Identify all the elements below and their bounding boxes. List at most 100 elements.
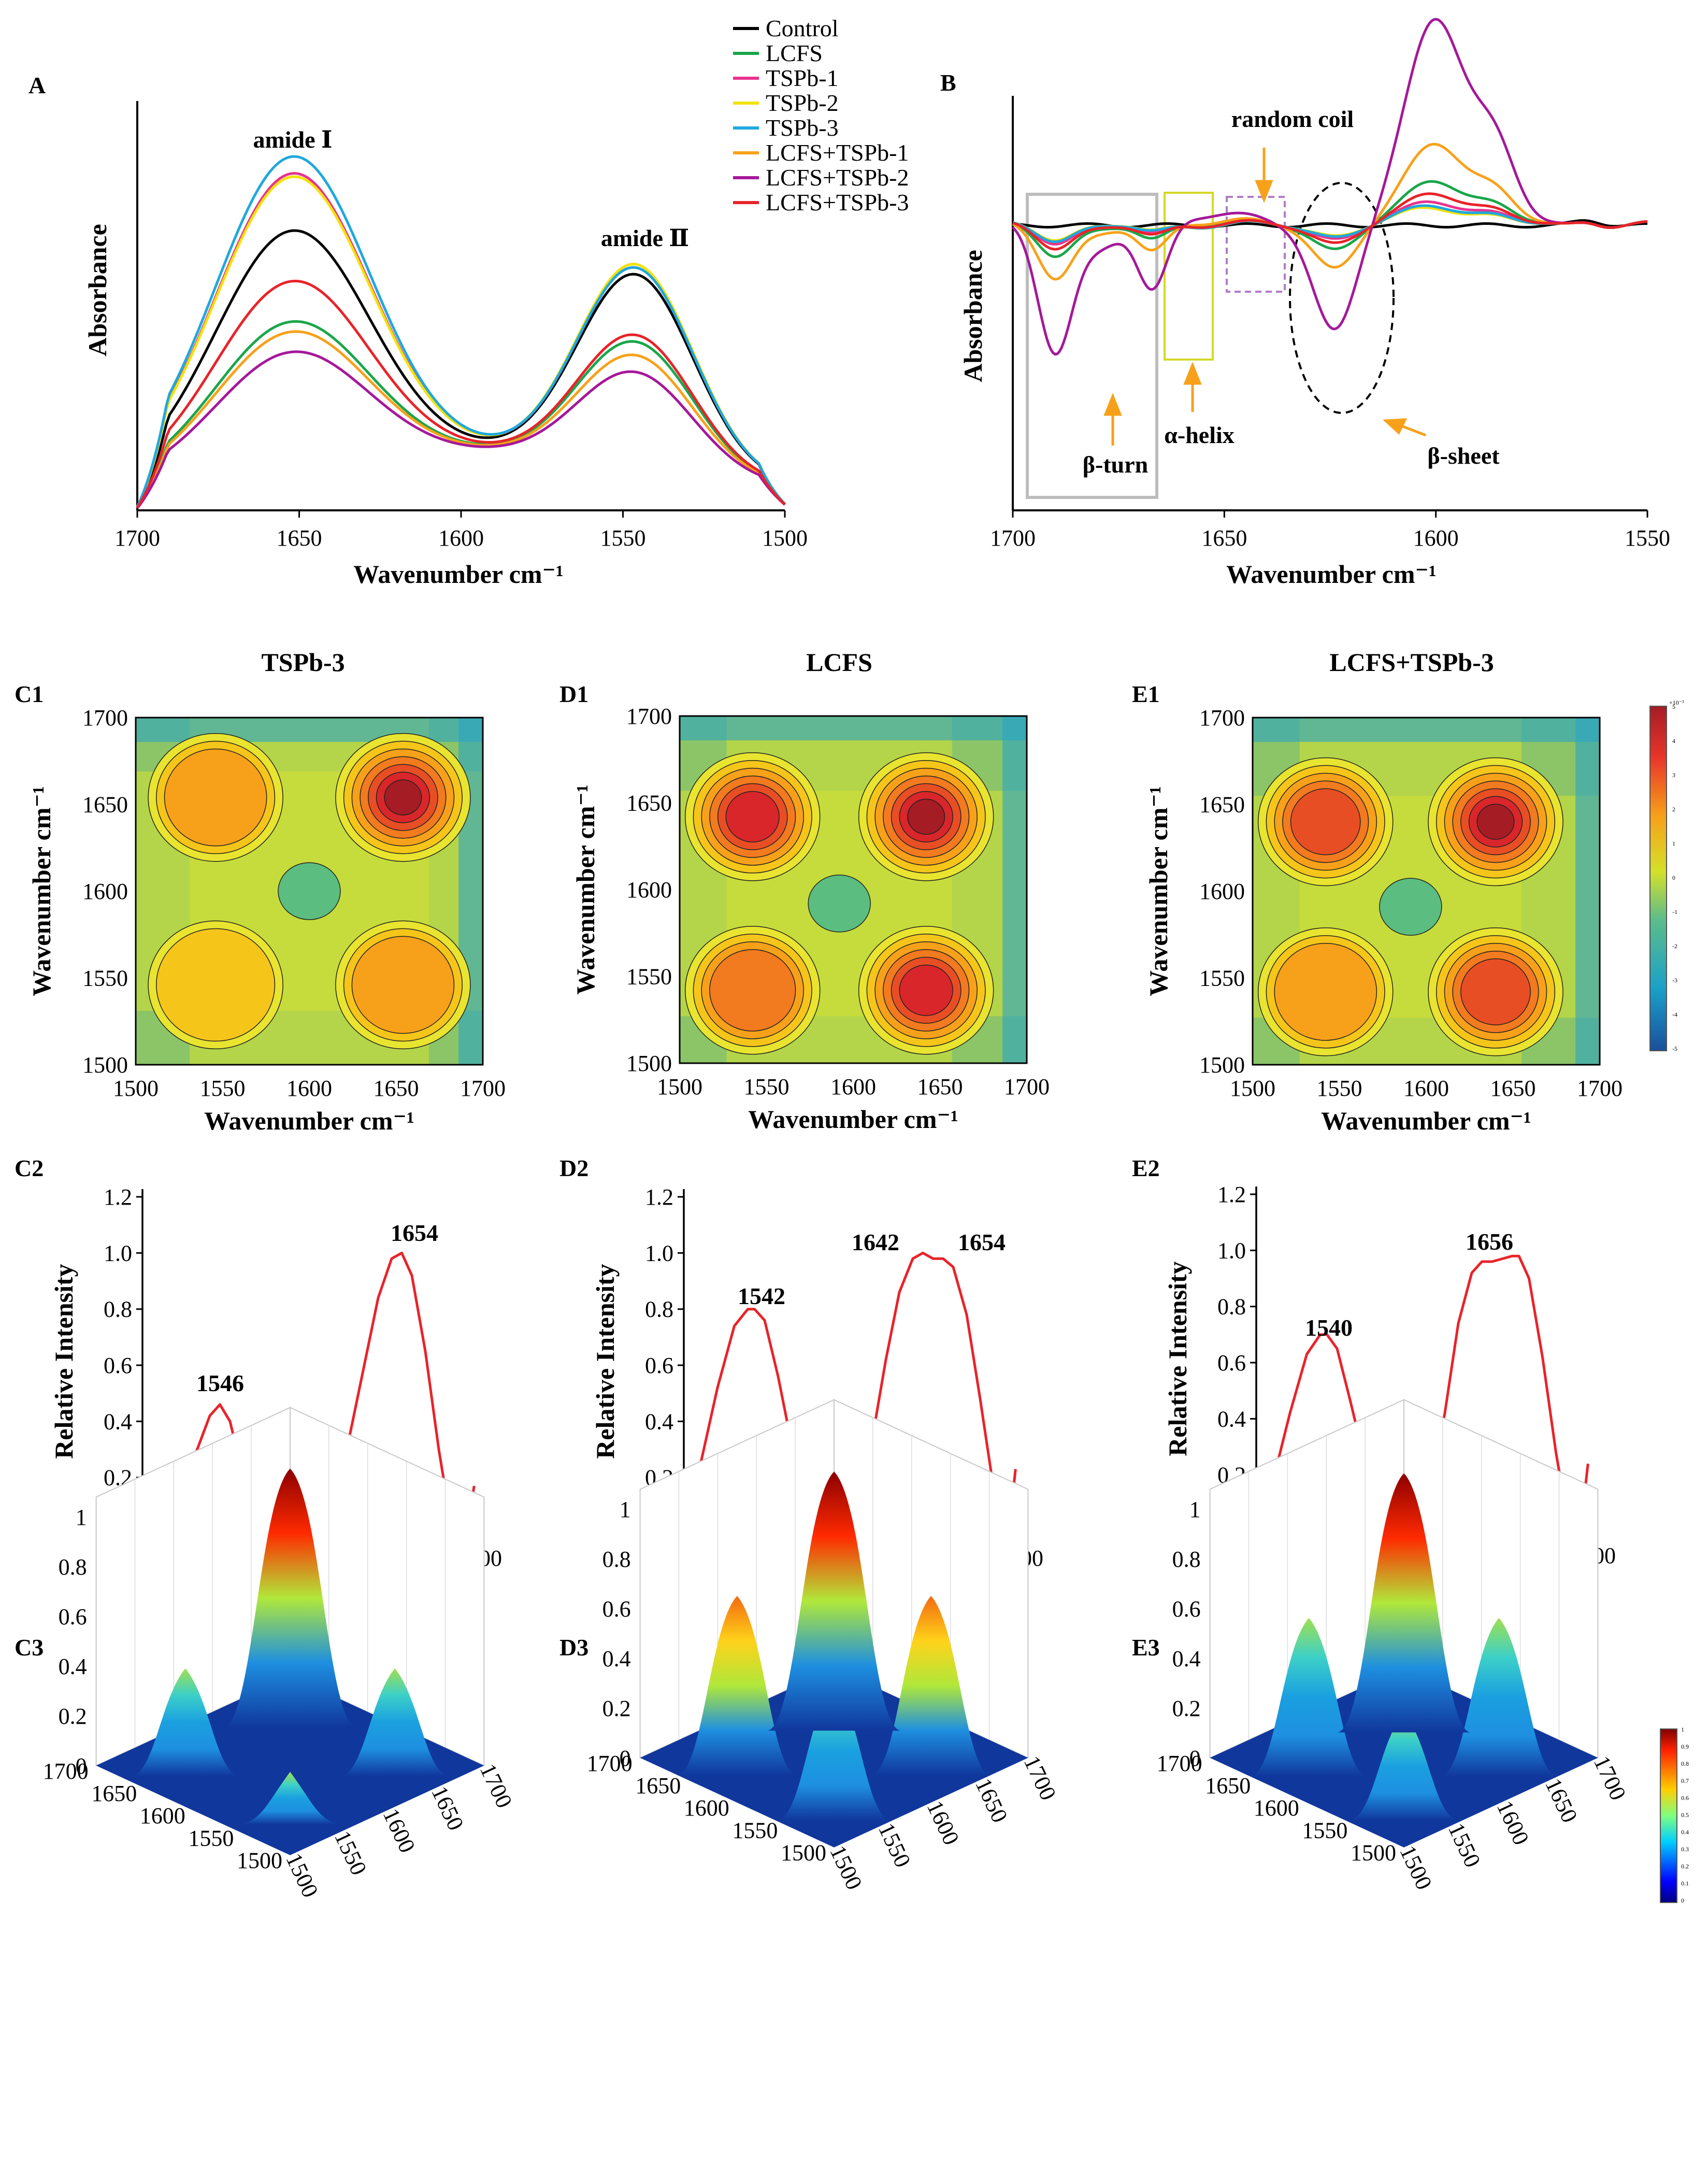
series-line-lcfs_tspb1	[136, 330, 786, 509]
beta-sheet-arrow	[1382, 418, 1426, 437]
z-tick-label: 0.8	[602, 1547, 631, 1572]
title-e: LCFS+TSPb-3	[1329, 648, 1494, 677]
panel-label-c1: C1	[15, 681, 44, 707]
x-tick-label: 1550	[744, 1074, 790, 1099]
legend-label-lcfs_tspb1: LCFS+TSPb-1	[766, 139, 909, 166]
y-tick-label: 0.8	[645, 1297, 673, 1322]
colorbar-3d-tick: 0.5	[1681, 1811, 1689, 1819]
panel-a: A 1700 1650 1600 1550 1500 Wavenumber cm⁻¹ A…	[28, 72, 808, 589]
left-axis-tick: 1700	[587, 1751, 633, 1776]
right-axis-tick: 1500	[281, 1849, 323, 1901]
left-axis-tick: 1550	[188, 1825, 234, 1851]
panel-e1: 1500 1550 1600 1650 1700 1700 1650 1600 1550 1500…	[1144, 705, 1623, 1135]
right-axis-tick: 1600	[1492, 1797, 1534, 1849]
right-axis-tick: 1600	[922, 1797, 965, 1849]
y-tick-label: 1700	[626, 704, 672, 729]
surface-peak	[224, 1468, 356, 1728]
y-tick-label: 0.6	[104, 1353, 132, 1378]
legend-label-control: Control	[766, 15, 839, 41]
contour-frame	[1252, 717, 1601, 1066]
y-tick-label: 1.2	[104, 1184, 132, 1210]
alpha-helix-box	[1164, 192, 1214, 361]
right-axis-tick: 1550	[1443, 1819, 1486, 1871]
panel-b-ylabel: Absorbance	[958, 250, 987, 382]
colorbar-3d-tick: 1	[1681, 1726, 1684, 1733]
beta-sheet-label: β-sheet	[1427, 442, 1500, 469]
peak-label: 1542	[738, 1283, 785, 1309]
surface-peak	[768, 1471, 900, 1731]
beta-sheet-ellipse	[1289, 182, 1395, 414]
contour-level	[725, 791, 780, 842]
legend: ControlLCFSTSPb-1TSPb-2TSPb-3LCFS+TSPb-1…	[733, 15, 909, 216]
surface-peak	[241, 1771, 339, 1825]
left-axis-tick: 1650	[91, 1781, 137, 1806]
peak-label: 1546	[196, 1370, 244, 1396]
x-tick-label: 1700	[460, 1076, 506, 1101]
legend-label-lcfs_tspb3: LCFS+TSPb-3	[766, 189, 909, 216]
x-tick-label: 1550	[1317, 1076, 1362, 1101]
left-axis-tick: 1500	[781, 1840, 826, 1866]
y-tick-label: 1600	[82, 879, 128, 904]
beta-turn-label: β-turn	[1083, 451, 1148, 478]
z-tick-label: 1	[76, 1505, 87, 1530]
beta-turn-box	[1026, 193, 1158, 499]
left-axis-tick: 1650	[1205, 1773, 1251, 1798]
legend-label-lcfs_tspb2: LCFS+TSPb-2	[766, 164, 909, 191]
contour-valley	[1379, 878, 1442, 936]
y-axis-label: Relative Intensity	[591, 1264, 620, 1459]
y-tick-label: 0.6	[1217, 1350, 1246, 1376]
y-tick-label: 1550	[1199, 966, 1245, 991]
surface-peak	[871, 1596, 991, 1776]
surface-peak	[778, 1682, 891, 1821]
left-axis-tick: 1650	[635, 1773, 681, 1798]
contour-edge	[1253, 718, 1600, 742]
colorbar-3d-tick: 0.1	[1681, 1880, 1689, 1887]
surface-peak	[677, 1596, 797, 1776]
colorbar-2d-tick: -1	[1672, 908, 1677, 916]
peak-label: 1642	[852, 1229, 899, 1255]
colorbar-3d: 1 0.9 0.8 0.7 0.6 0.5 0.4 0.3 0.2 0.1 0	[1660, 1726, 1689, 1904]
z-tick-label: 0	[1189, 1746, 1201, 1771]
x-tick-label: 1650	[1201, 525, 1247, 551]
right-axis-tick: 1700	[1019, 1752, 1061, 1804]
colorbar-2d-tick: 0	[1672, 874, 1675, 881]
series-line-lcfs_tspb3	[1012, 192, 1648, 251]
series-line-lcfs_tspb2	[136, 350, 786, 509]
colorbar-3d-tick: 0.3	[1681, 1846, 1689, 1853]
contour-edge	[680, 716, 1027, 740]
y-tick-label: 1500	[626, 1051, 672, 1076]
x-tick-label: 1650	[374, 1076, 419, 1101]
contour-edge	[1575, 718, 1600, 1065]
z-tick-label: 0.2	[59, 1704, 87, 1729]
x-tick-label: 1700	[990, 525, 1036, 551]
panel-label-d3: D3	[559, 1634, 589, 1661]
x-axis-label: Wavenumber cm⁻¹	[748, 1105, 958, 1134]
left-axis-tick: 1500	[1351, 1840, 1396, 1866]
x-tick-label: 1700	[1577, 1076, 1623, 1101]
legend-label-tspb1: TSPb-1	[766, 65, 839, 91]
panel-b-series	[1012, 18, 1648, 356]
panel-label-d2: D2	[559, 1155, 589, 1181]
y-tick-label: 0.4	[1217, 1406, 1246, 1432]
x-tick-label: 1600	[1413, 525, 1459, 551]
panel-label-b: B	[940, 69, 956, 96]
peak-label: 1654	[391, 1220, 438, 1246]
z-tick-label: 0.2	[602, 1696, 631, 1721]
right-axis-tick: 1500	[825, 1841, 867, 1893]
series-line-lcfs_tspb3	[136, 279, 786, 509]
panel-label-e3: E3	[1132, 1634, 1160, 1661]
alpha-helix-arrow	[1183, 362, 1202, 412]
surface-peak	[1251, 1618, 1367, 1777]
surface-peak	[1350, 1712, 1458, 1821]
panel-b-region-boxes	[1026, 182, 1395, 499]
z-tick-label: 0.4	[1172, 1646, 1201, 1671]
right-axis-tick: 1550	[873, 1819, 916, 1871]
series-line-tspb3	[136, 155, 786, 508]
panel-label-e2: E2	[1132, 1155, 1160, 1181]
colorbar-2d-tick: 4	[1672, 737, 1675, 745]
surface-base	[96, 1676, 484, 1855]
y-tick-label: 0.4	[104, 1409, 132, 1434]
panel-a-axes	[136, 101, 785, 511]
y-tick-label: 0.4	[645, 1409, 673, 1434]
colorbar-2d: ×10⁻³ 5 4 3 2 1 0 -1 -2 -3 -4 -5	[1649, 699, 1684, 1052]
